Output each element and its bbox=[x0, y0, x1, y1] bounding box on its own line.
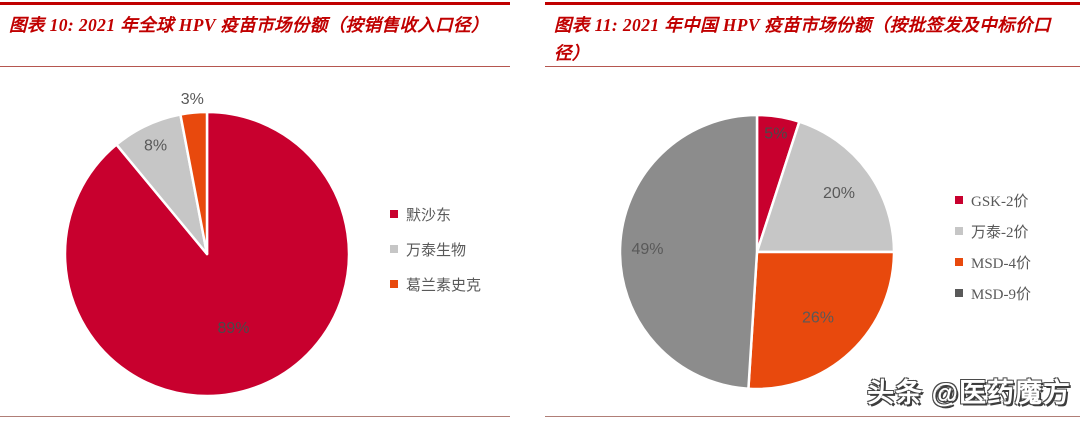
legend-label: 葛兰素史克 bbox=[406, 277, 482, 294]
pie-data-label-MSD-4价: 26% bbox=[802, 309, 834, 326]
figure-10-title: 图表 10: 2021 年全球 HPV 疫苗市场份额（按销售收入口径） bbox=[9, 15, 489, 35]
pie-chart-global-hpv-share: 89% 8% 3% bbox=[63, 91, 351, 398]
watermark-toutiao-yiyaomofang: 头条 @医药魔方 bbox=[867, 378, 1071, 408]
figure-10-top-border bbox=[0, 2, 510, 5]
pie-slice-万泰-2价 bbox=[755, 120, 896, 254]
legend-swatch-icon bbox=[955, 289, 963, 297]
figure-11-title-rule bbox=[545, 66, 1080, 67]
legend-swatch-icon bbox=[390, 245, 398, 253]
panel-figure-11: 图表 11: 2021 年中国 HPV 疫苗市场份额（按批签发及中标价口径） 5… bbox=[545, 0, 1080, 420]
legend-global-hpv: 默沙东万泰生物葛兰素史克 bbox=[390, 204, 481, 309]
legend-item-万泰生物: 万泰生物 bbox=[390, 239, 481, 259]
legend-swatch-icon bbox=[390, 210, 398, 218]
legend-item-GSK-2价: GSK-2价 bbox=[955, 190, 1031, 210]
legend-label: GSK-2价 bbox=[971, 193, 1029, 210]
pie-data-label-葛兰素史克: 3% bbox=[181, 91, 204, 108]
pie-slice-葛兰素史克 bbox=[179, 110, 209, 256]
legend-swatch-icon bbox=[955, 196, 963, 204]
pie-chart-china-hpv-share: 5% 20% 26% 49% bbox=[618, 113, 896, 391]
legend-china-hpv: GSK-2价 万泰-2价 MSD-4价 MSD-9价 bbox=[955, 190, 1031, 314]
legend-swatch-icon bbox=[955, 227, 963, 235]
legend-label: MSD-4价 bbox=[971, 255, 1032, 272]
pie-data-label-MSD-9价: 49% bbox=[631, 241, 663, 258]
pie-data-label-万泰生物: 8% bbox=[144, 137, 167, 154]
legend-item-默沙东: 默沙东 bbox=[390, 204, 481, 224]
pie-slice-MSD-9价 bbox=[618, 113, 759, 390]
panel-figure-10: 图表 10: 2021 年全球 HPV 疫苗市场份额（按销售收入口径） 89% 8… bbox=[0, 0, 510, 420]
figure-10-title-rule bbox=[0, 66, 510, 67]
legend-item-万泰-2价: 万泰-2价 bbox=[955, 221, 1031, 241]
figure-11-top-border bbox=[545, 2, 1080, 5]
figure-10-bottom-border bbox=[0, 416, 510, 417]
pie-data-label-默沙东: 89% bbox=[217, 320, 249, 337]
legend-item-葛兰素史克: 葛兰素史克 bbox=[390, 274, 481, 294]
pie-data-label-GSK-2价: 5% bbox=[764, 125, 787, 142]
legend-label: 万泰-2价 bbox=[971, 224, 1029, 241]
pie-data-label-万泰-2价: 20% bbox=[823, 185, 855, 202]
legend-item-MSD-9价: MSD-9价 bbox=[955, 283, 1031, 303]
pie-slice-MSD-4价 bbox=[747, 250, 896, 391]
legend-label: 万泰生物 bbox=[406, 242, 467, 259]
legend-item-MSD-4价: MSD-4价 bbox=[955, 252, 1031, 272]
figure-11-bottom-border bbox=[545, 416, 1080, 417]
legend-swatch-icon bbox=[955, 258, 963, 266]
figure-11-title: 图表 11: 2021 年中国 HPV 疫苗市场份额（按批签发及中标价口径） bbox=[554, 15, 1051, 63]
legend-label: 默沙东 bbox=[406, 207, 452, 224]
legend-label: MSD-9价 bbox=[971, 286, 1032, 303]
legend-swatch-icon bbox=[390, 280, 398, 288]
